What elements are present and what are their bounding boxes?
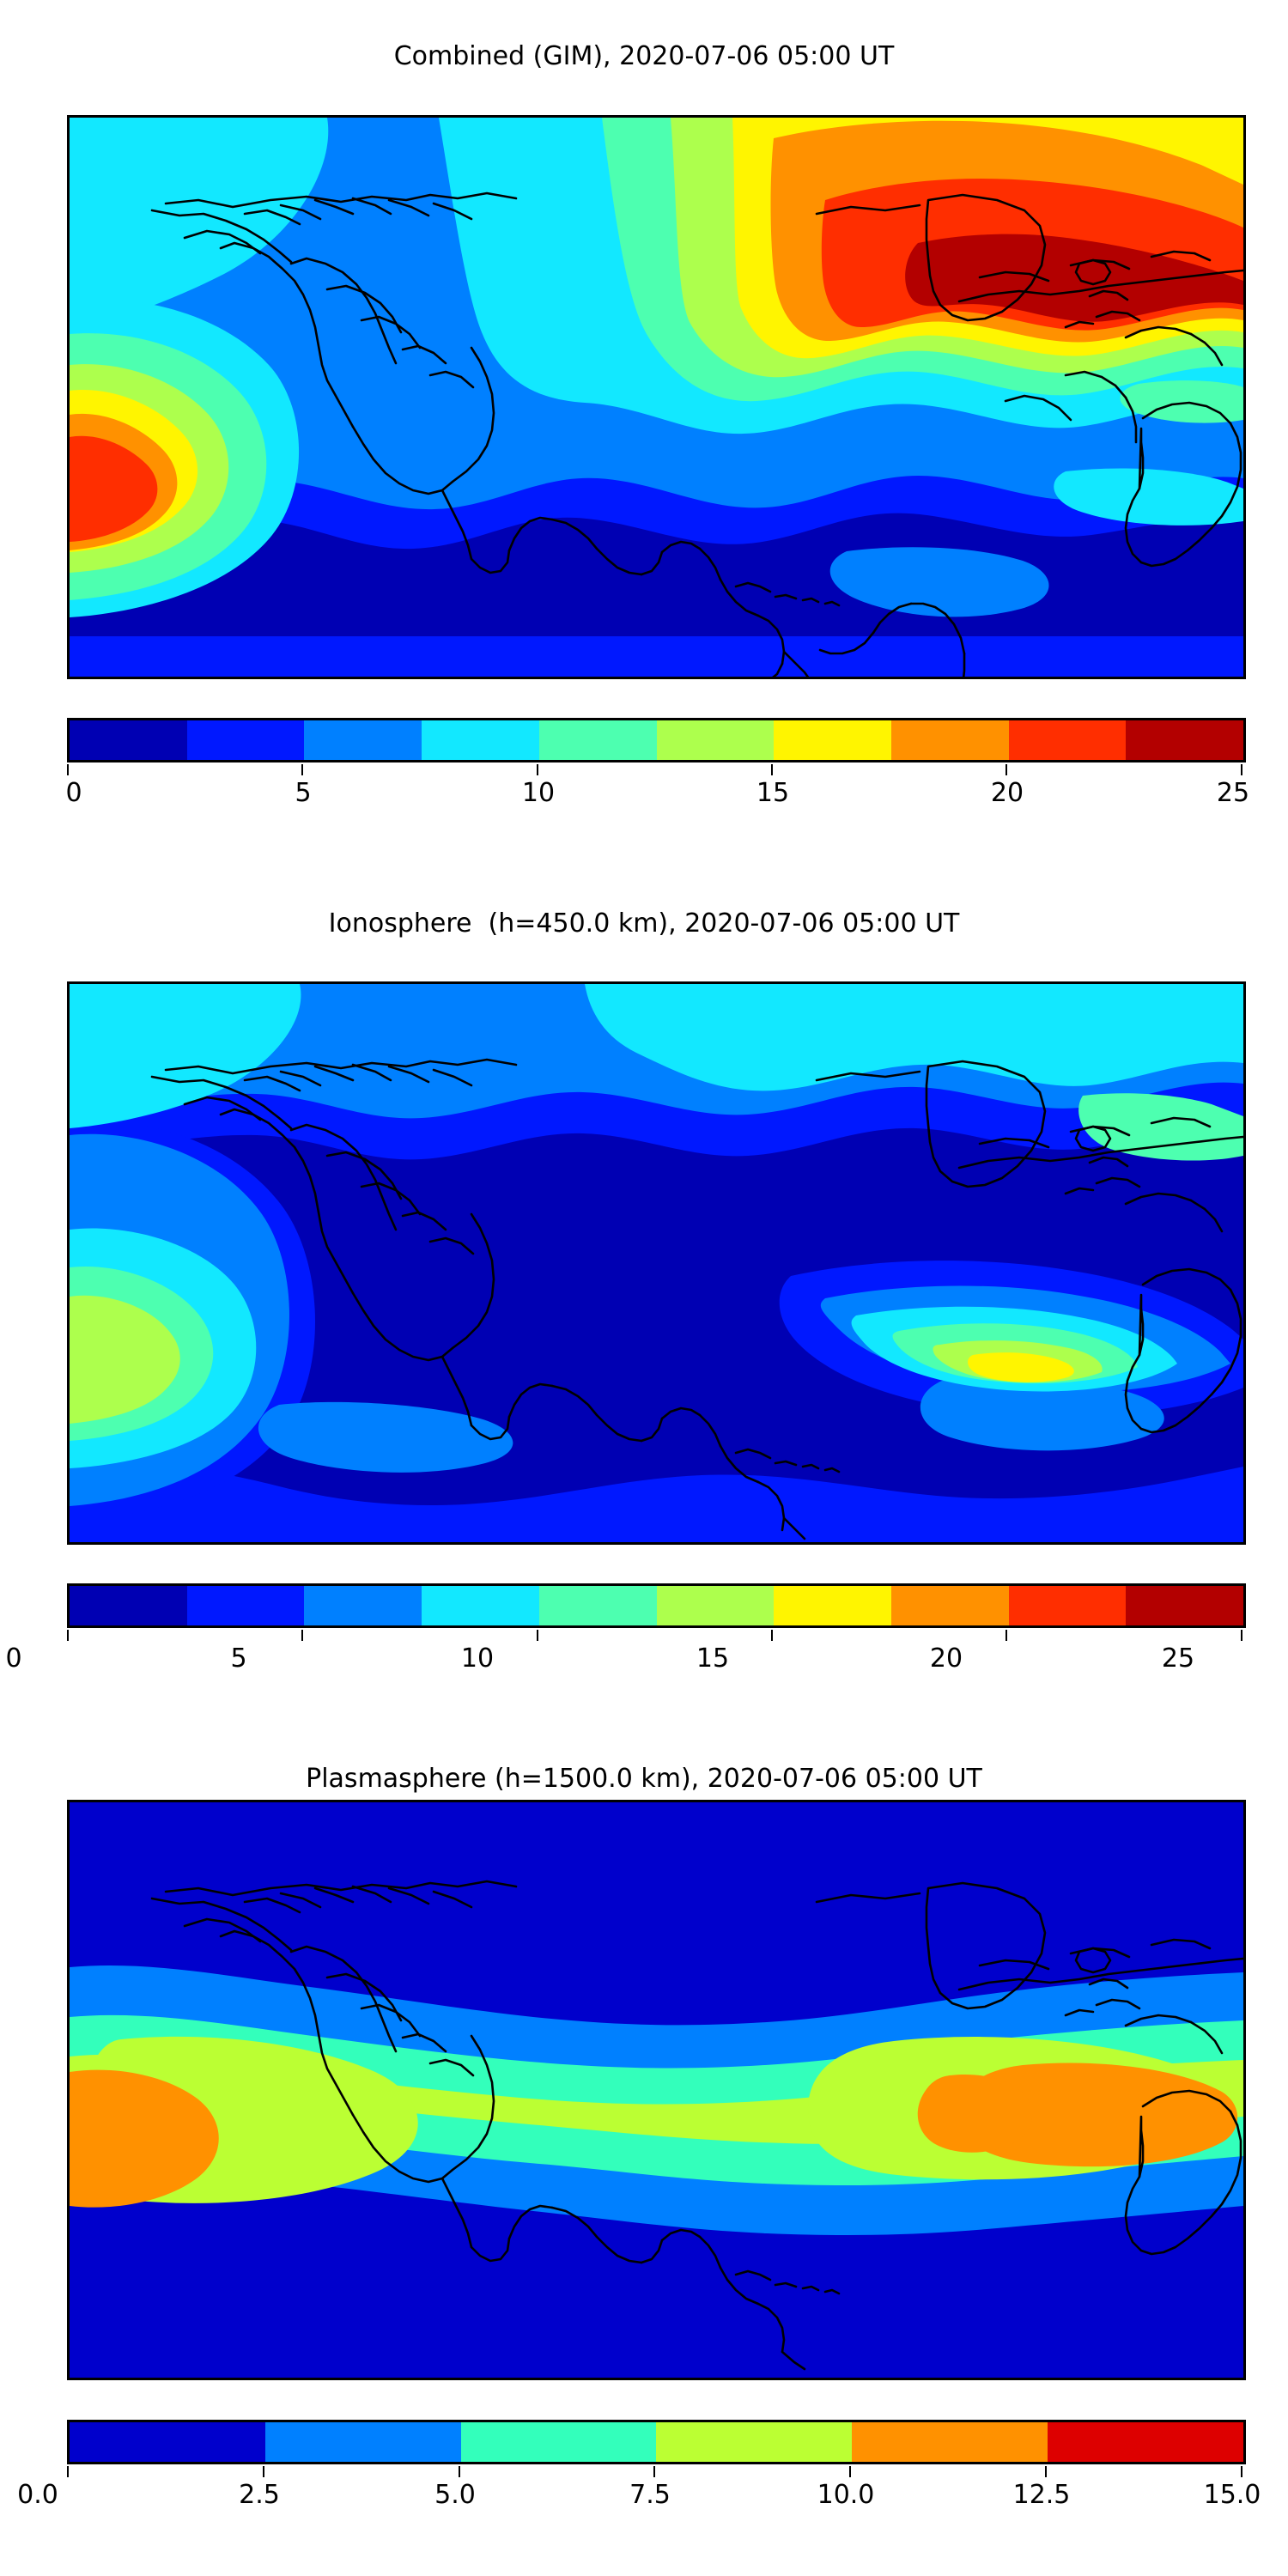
tec-contour-map-combined-gim <box>70 118 1243 677</box>
colorbar-tick-label: 0.0 <box>17 2480 58 2510</box>
colorbar-tick <box>537 764 538 775</box>
colorbar-segment <box>890 720 1009 760</box>
colorbar-tick-label: 15 <box>756 778 790 808</box>
colorbar-segment <box>890 1586 1009 1625</box>
colorbar-segment <box>70 720 187 760</box>
colorbar-segment <box>70 2422 265 2462</box>
colorbar-tick <box>301 764 303 775</box>
colorbar-segment <box>1008 1586 1127 1625</box>
map-axes-ionosphere <box>67 981 1246 1545</box>
colorbar-ionosphere <box>67 1583 1246 1628</box>
colorbar-segment <box>460 2422 657 2462</box>
colorbar-tick-label: 10 <box>521 778 556 808</box>
colorbar-tick-label: 25 <box>1216 778 1250 808</box>
colorbar-tick-label: 20 <box>990 778 1024 808</box>
colorbar-tick <box>263 2466 264 2477</box>
colorbar-tick-label: 10.0 <box>817 2480 875 2510</box>
colorbar-segment <box>852 2422 1048 2462</box>
colorbar-segment <box>656 2422 853 2462</box>
colorbar-segment <box>538 720 657 760</box>
colorbar-segment <box>538 1586 657 1625</box>
colorbar-tick-label: 5 <box>295 778 312 808</box>
colorbar-tick <box>1241 1630 1242 1641</box>
colorbar-segment <box>304 720 422 760</box>
colorbar-tick <box>1045 2466 1047 2477</box>
tec-contour-map-ionosphere <box>70 984 1243 1542</box>
colorbar-segment <box>1008 720 1127 760</box>
colorbar-tick-label: 5.0 <box>434 2480 476 2510</box>
colorbar-tick-label: 0 <box>65 778 82 808</box>
colorbar-segment <box>70 1586 187 1625</box>
colorbar-tick <box>1005 764 1007 775</box>
colorbar-tick <box>1241 764 1242 775</box>
colorbar-tick <box>67 1630 69 1641</box>
colorbar-segment <box>186 1586 305 1625</box>
colorbar-segment <box>656 720 775 760</box>
map-axes-combined-gim <box>67 115 1246 679</box>
colorbar-tick-label: 5 <box>230 1643 247 1674</box>
colorbar-segment <box>1126 720 1244 760</box>
panel-title-ionosphere: Ionosphere (h=450.0 km), 2020-07-06 05:0… <box>328 908 960 939</box>
colorbar-tick-label: 15.0 <box>1203 2480 1261 2510</box>
colorbar-tick <box>67 2466 69 2477</box>
panel-ionosphere: Ionosphere (h=450.0 km), 2020-07-06 05:0… <box>0 859 1288 1743</box>
panel-plasmasphere: Plasmasphere (h=1500.0 km), 2020-07-06 0… <box>0 1743 1288 2576</box>
colorbar-tick-label: 0 <box>5 1643 22 1674</box>
colorbar-segment <box>1048 2422 1243 2462</box>
colorbar-tick-label: 25 <box>1161 1643 1195 1674</box>
colorbar-combined-gim <box>67 718 1246 762</box>
colorbar-segment <box>304 1586 422 1625</box>
panel-title-combined-gim: Combined (GIM), 2020-07-06 05:00 UT <box>393 41 895 71</box>
colorbar-ticks-plasmasphere: 0.0 2.5 5.0 7.5 10.0 12.5 15.0 <box>17 2466 1261 2519</box>
colorbar-tick <box>459 2466 460 2477</box>
map-inner-plasmasphere <box>70 1802 1243 2378</box>
colorbar-segment <box>1126 1586 1244 1625</box>
colorbar-tick-label: 15 <box>696 1643 730 1674</box>
panel-title-plasmasphere: Plasmasphere (h=1500.0 km), 2020-07-06 0… <box>306 1764 982 1794</box>
colorbar-tick-label: 7.5 <box>629 2480 671 2510</box>
colorbar-tick <box>771 764 773 775</box>
colorbar-tick-label: 20 <box>929 1643 963 1674</box>
colorbar-tick <box>1241 2466 1242 2477</box>
map-inner-ionosphere <box>70 984 1243 1542</box>
colorbar-segment <box>422 1586 539 1625</box>
colorbar-segment <box>422 720 539 760</box>
colorbar-segment <box>656 1586 775 1625</box>
panel-combined-gim: Combined (GIM), 2020-07-06 05:00 UT <box>0 0 1288 859</box>
colorbar-ticks-ionosphere: 0 5 10 15 20 25 <box>5 1630 1246 1683</box>
colorbar-segment <box>774 1586 891 1625</box>
colorbar-tick <box>849 2466 851 2477</box>
colorbar-segment <box>264 2422 461 2462</box>
colorbar-tick <box>301 1630 303 1641</box>
colorbar-tick <box>1005 1630 1007 1641</box>
colorbar-tick <box>653 2466 655 2477</box>
tec-contour-map-plasmasphere <box>70 1802 1243 2378</box>
map-inner-combined-gim <box>70 118 1243 677</box>
colorbar-plasmasphere <box>67 2420 1246 2464</box>
colorbar-tick-label: 10 <box>460 1643 495 1674</box>
colorbar-ticks-combined-gim: 0 5 10 15 20 25 <box>65 764 1250 817</box>
colorbar-tick <box>771 1630 773 1641</box>
colorbar-tick <box>67 764 69 775</box>
colorbar-segment <box>774 720 891 760</box>
colorbar-tick-label: 2.5 <box>239 2480 280 2510</box>
map-axes-plasmasphere <box>67 1800 1246 2380</box>
colorbar-tick-label: 12.5 <box>1012 2480 1071 2510</box>
colorbar-tick <box>537 1630 538 1641</box>
colorbar-segment <box>186 720 305 760</box>
